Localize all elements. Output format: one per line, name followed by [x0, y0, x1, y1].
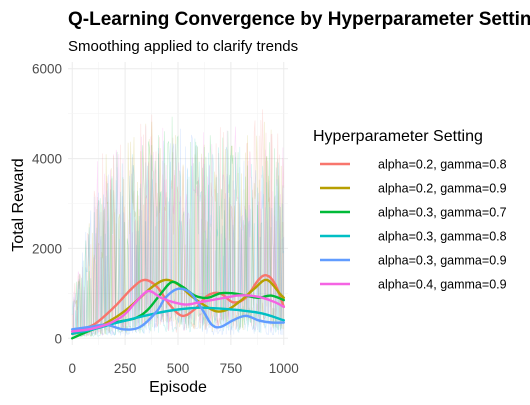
x-tick-label: 750 — [220, 361, 243, 376]
raw-trace — [72, 121, 285, 338]
legend-label: alpha=0.4, gamma=0.9 — [378, 278, 507, 292]
legend-title: Hyperparameter Setting — [313, 128, 483, 145]
y-tick-label: 6000 — [32, 62, 62, 77]
y-axis-title: Total Reward — [10, 158, 27, 251]
legend-label: alpha=0.2, gamma=0.9 — [378, 182, 507, 196]
legend: alpha=0.2, gamma=0.8 alpha=0.2, gamma=0.9… — [320, 158, 507, 292]
chart-title: Q-Learning Convergence by Hyperparameter… — [68, 9, 530, 30]
series-line-6 — [71, 289, 285, 333]
legend-label: alpha=0.3, gamma=0.7 — [378, 206, 507, 220]
legend-label: alpha=0.2, gamma=0.8 — [378, 158, 507, 172]
x-tick-label: 1000 — [269, 361, 299, 376]
chart-subtitle: Smoothing applied to clarify trends — [68, 38, 298, 55]
x-tick-label: 500 — [167, 361, 190, 376]
y-axis: 0 2000 4000 6000 — [32, 62, 62, 347]
smoothed-lines — [71, 274, 285, 340]
y-tick-label: 4000 — [32, 152, 62, 167]
grid — [68, 62, 288, 345]
series-line-2 — [71, 278, 285, 335]
raw-trace — [72, 116, 285, 339]
legend-label: alpha=0.3, gamma=0.8 — [378, 230, 507, 244]
raw-trace — [71, 138, 285, 338]
legend-label: alpha=0.3, gamma=0.9 — [378, 254, 507, 268]
raw-trace — [71, 109, 285, 336]
raw-trace — [71, 125, 285, 338]
y-tick-label: 2000 — [32, 241, 62, 256]
series-line-5 — [71, 287, 285, 331]
y-tick-label: 0 — [54, 331, 62, 346]
x-axis-title: Episode — [149, 379, 207, 396]
x-tick-label: 0 — [68, 361, 76, 376]
series-line-1 — [71, 274, 285, 333]
x-axis: 0 250 500 750 1000 — [68, 361, 298, 376]
x-tick-label: 250 — [114, 361, 137, 376]
